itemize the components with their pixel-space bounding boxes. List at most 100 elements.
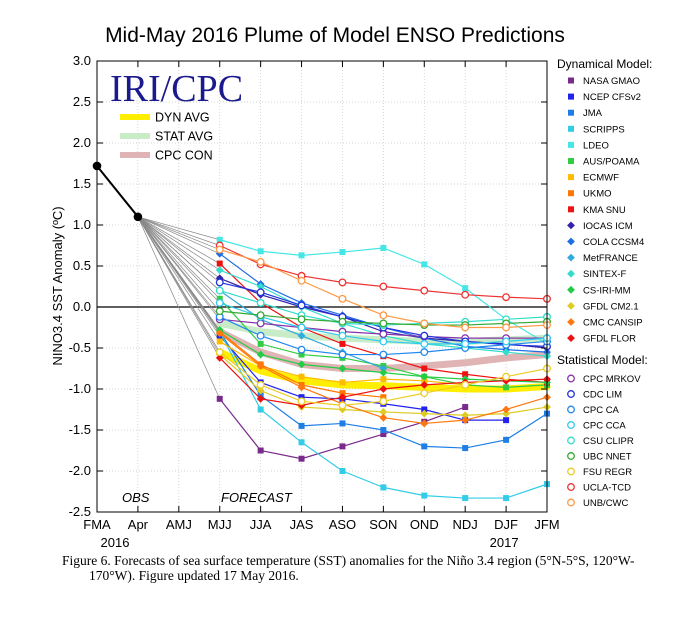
legend-label: JMA [583,108,603,119]
point-scripps [298,439,305,446]
plume-connector-line [137,216,220,246]
y-tick-label: 2.0 [73,135,91,150]
point-unb-cwc [379,311,388,320]
point-cs-iri-mm [420,372,429,381]
point-unb-cwc [338,294,347,303]
y-tick-label: 0.0 [73,299,91,314]
x-tick-label: DJF [494,517,518,532]
point-cdc-lim [420,331,429,340]
point-cmc-cansip [256,362,265,370]
plume-connector-line [137,216,220,291]
caption-line-1: Figure 6. Forecasts of sea surface tempe… [62,553,635,568]
point-aus-poama [216,295,223,302]
legend-label: UCLA-TCD [583,483,631,494]
point-ucla-tcd [420,286,429,295]
point-cpc-ca [379,350,388,359]
point-gfdl-flor [338,393,347,402]
point-unb-cwc [297,276,306,285]
point-cpc-ca [338,350,347,359]
legend-label-avg: CPC CON [155,149,213,163]
point-gfdl-flor [256,394,265,403]
plume-connector-line [137,216,220,312]
series-layer [92,161,551,502]
legend-label: KMA SNU [583,205,626,216]
legend-label: CPC CA [583,405,620,416]
point-aus-poama [503,384,510,391]
legend-marker [568,77,574,84]
plume-connector-line [137,216,221,399]
point-cmc-cansip [379,413,388,422]
point-cs-iri-mm [338,364,347,373]
plot-frame [96,60,548,513]
point-fsu-regr [338,401,347,410]
point-cpc-mrkov [256,319,265,328]
point-nasa-gmao [216,395,223,402]
legend-label: CPC CCA [583,421,626,432]
point-scripps [421,492,428,499]
point-ubc-nnet [215,307,224,316]
y-tick-label: -0.5 [69,340,91,355]
point-nasa-gmao [380,431,387,438]
point-ecmwf [216,338,223,345]
point-gfdl-flor [379,385,388,393]
point-gfdl-flor [420,381,429,389]
point-scripps [380,484,387,491]
x-tick-label: FMA [83,517,111,532]
point-gfdl-flor [215,353,224,362]
point-cpc-cca [379,337,388,346]
plume-connector-line [137,216,220,250]
point-ucla-tcd [502,293,511,302]
point-ukmo [339,390,346,397]
legend-label-avg: DYN AVG [155,111,210,125]
y-tick-label: -2.5 [69,504,91,519]
legend-label: CS-IRI-MM [583,285,631,296]
plume-connector-line [137,216,221,334]
point-nasa-gmao [339,443,346,450]
legend-label: CMC CANSIP [583,318,643,329]
legend-marker [567,269,575,278]
iri-cpc-logo-text: IRI/CPC [110,68,243,110]
point-metfrance [379,364,388,373]
point-scripps [503,495,510,502]
forecast-label: FORECAST [221,490,293,505]
legend-label: GFDL CM2.1 [583,301,639,312]
plume-connector-line [137,216,220,279]
point-csu-clipr [215,286,224,295]
point-ecmwf [298,373,305,380]
point-sintex-f [502,348,510,356]
x-tick-label: AMJ [166,517,192,532]
observed-line [96,165,139,218]
point-ecmwf [339,379,346,386]
legend-marker [567,452,575,460]
point-jma [462,445,469,452]
legend-marker [567,483,575,491]
legend-marker [567,405,575,414]
point-fsu-regr [420,389,429,398]
y-axis-label: NINO3.4 SST Anomaly (ºC) [50,206,65,365]
legend-marker [567,498,575,507]
point-nasa-gmao [298,455,305,462]
y-tick-label: 1.5 [73,176,91,191]
point-kma-snu [339,340,346,347]
point-ldeo [421,261,428,268]
point-cs-iri-mm [297,360,306,369]
x-tick-label: Apr [128,517,149,532]
point-ldeo [216,236,223,243]
legend-label: IOCAS ICM [583,221,633,232]
legend-label: CSU CLIPR [583,436,634,447]
point-cdc-lim [215,278,224,287]
point-gfdl-cm2-1 [420,409,429,418]
point-cpc-cca [215,298,224,307]
y-tick-label: -2.0 [69,463,91,478]
point-ukmo [380,394,387,401]
point-gfdl-cm2-1 [379,408,388,416]
series-line-ncep-cfsv2 [219,335,507,421]
point-cs-iri-mm [256,350,265,359]
legend-label: MetFRANCE [583,253,638,264]
legend-dynamical-title: Dynamical Model: [557,57,652,71]
legend-marker [568,158,574,164]
legend-marker [567,436,575,445]
plot-area [97,61,547,512]
point-ucla-tcd [461,290,470,299]
point-nasa-gmao [257,447,264,454]
